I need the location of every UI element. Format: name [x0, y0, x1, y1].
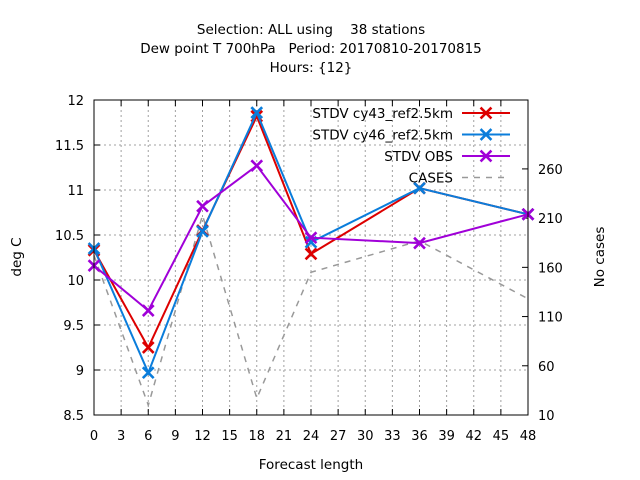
y2-tick-label: 60 — [538, 360, 555, 375]
x-tick-label: 24 — [303, 429, 320, 444]
x-tick-labels: 0 3 6 9 12 15 18 21 24 27 30 33 36 39 42 45 48 — [90, 429, 536, 444]
data-point — [196, 199, 209, 213]
x-tick-label: 48 — [520, 429, 537, 444]
legend-marker — [479, 106, 493, 120]
y2-axis-label: No cases — [592, 227, 608, 288]
title-line-1: Selection: ALL using 38 stations — [197, 22, 425, 38]
y-tick-label: 8.5 — [63, 409, 84, 424]
legend-label: STDV cy43_ref2.5km — [312, 106, 453, 122]
data-point — [304, 231, 318, 245]
y-tick-label: 9.5 — [63, 319, 84, 334]
x-tick-label: 3 — [117, 429, 125, 444]
data-point — [413, 236, 426, 250]
legend-label: STDV cy46_ref2.5km — [312, 128, 453, 144]
x-tick-label: 42 — [465, 429, 482, 444]
y2-tick-label: 110 — [538, 311, 563, 326]
legend-marker — [479, 128, 493, 141]
y2-tick-label: 160 — [538, 261, 563, 276]
x-tick-label: 21 — [276, 429, 293, 444]
y-tick-label: 11 — [67, 184, 84, 199]
title-line-3: Hours: {12} — [270, 60, 353, 76]
x-axis-label: Forecast length — [259, 457, 363, 473]
plot-frame — [93, 99, 529, 416]
series-2 — [87, 159, 535, 317]
y-tick-label: 9 — [76, 364, 84, 379]
legend-label: STDV OBS — [384, 149, 453, 165]
x-tick-label: 9 — [171, 429, 179, 444]
y-tick-labels: 8.5 9 9.5 10 10.5 11 11.5 12 — [55, 94, 84, 424]
x-tick-label: 36 — [411, 429, 428, 444]
title-line-2: Dew point T 700hPa Period: 20170810-2017… — [140, 41, 482, 57]
y2-tick-label: 10 — [538, 409, 555, 424]
y-tick-label: 10.5 — [55, 229, 84, 244]
x-tick-label: 12 — [194, 429, 211, 444]
y-axis-label: deg C — [9, 237, 25, 276]
legend-item: CASES — [409, 171, 510, 187]
chart-title: Selection: ALL using 38 stations Dew poi… — [140, 22, 482, 76]
grid — [93, 99, 529, 416]
data-point — [196, 225, 209, 238]
y-tick-label: 11.5 — [55, 139, 84, 154]
y2-tick-label: 260 — [538, 163, 563, 178]
x-tick-label: 18 — [248, 429, 265, 444]
legend-item: STDV OBS — [384, 149, 510, 165]
legend-label: CASES — [409, 171, 453, 187]
y2-tick-label: 210 — [538, 212, 563, 227]
series-line — [93, 212, 529, 408]
legend: STDV cy43_ref2.5km STDV cy46_ref2.5km STDV… — [312, 106, 510, 187]
data-point — [413, 181, 426, 195]
x-tick-label: 39 — [438, 429, 455, 444]
y-tick-label: 12 — [67, 94, 84, 109]
x-tick-label: 0 — [90, 429, 98, 444]
series-3 — [93, 212, 529, 408]
data-point — [304, 247, 318, 261]
y2-tick-labels: 10 60 110 160 210 260 — [538, 163, 563, 424]
x-tick-label: 45 — [493, 429, 510, 444]
x-tick-label: 33 — [384, 429, 401, 444]
legend-marker — [479, 149, 493, 163]
data-point — [141, 341, 155, 354]
data-point — [141, 366, 155, 380]
data-point — [141, 304, 155, 317]
legend-item: STDV cy43_ref2.5km — [312, 106, 510, 122]
data-point — [250, 159, 264, 173]
x-tick-label: 27 — [330, 429, 347, 444]
x-tick-label: 30 — [357, 429, 374, 444]
x-tick-label: 6 — [144, 429, 152, 444]
legend-item: STDV cy46_ref2.5km — [312, 128, 510, 144]
data-point — [250, 106, 264, 119]
y-tick-label: 10 — [67, 274, 84, 289]
series — [87, 106, 535, 408]
x-tick-label: 15 — [221, 429, 238, 444]
